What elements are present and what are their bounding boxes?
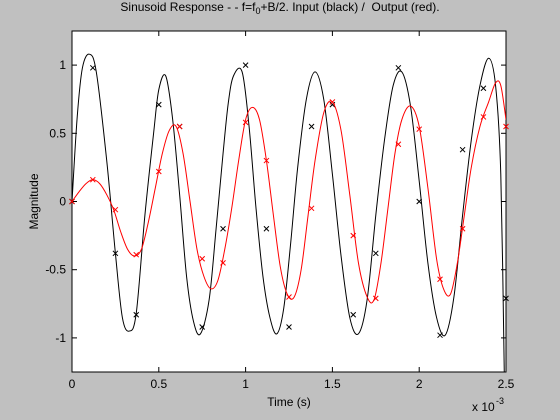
series-marker-1: [459, 225, 466, 232]
chart-title: Sinusoid Response - - f=f0+B/2. Input (b…: [0, 0, 560, 24]
x-tick-label: 2: [416, 377, 423, 391]
y-tick-label: 0: [59, 195, 66, 209]
series-line-1: [72, 80, 506, 304]
series-marker-1: [437, 276, 443, 283]
series-marker-1: [220, 260, 226, 266]
series-marker-1: [69, 198, 75, 205]
y-tick-label: -0.5: [45, 263, 66, 277]
series-marker-0: [89, 64, 96, 71]
series-marker-0: [459, 146, 466, 153]
series-marker-1: [329, 99, 336, 105]
series-line-0: [72, 53, 505, 372]
series-marker-0: [263, 225, 270, 232]
series-marker-1: [176, 123, 183, 130]
series-marker-0: [286, 324, 292, 330]
x-axis-label: Time (s): [267, 395, 311, 409]
series-marker-0: [395, 64, 402, 71]
series-marker-1: [242, 119, 249, 126]
series-marker-1: [286, 294, 292, 300]
series-marker-0: [112, 250, 119, 257]
series-marker-1: [395, 141, 402, 148]
series-marker-1: [416, 126, 423, 133]
x-tick-label: 0: [69, 377, 76, 391]
series-marker-0: [350, 311, 357, 318]
x-tick-label: 1.5: [324, 377, 341, 391]
series-marker-0: [155, 101, 162, 108]
series-marker-0: [480, 85, 487, 92]
axes-frame: [71, 30, 507, 373]
chart-title-prefix: Sinusoid Response - - f=f: [120, 0, 256, 14]
y-tick-label: 0.5: [49, 126, 66, 140]
series-marker-1: [503, 123, 509, 130]
series-marker-0: [503, 295, 509, 302]
series-marker-0: [372, 250, 379, 257]
series-marker-1: [133, 251, 140, 258]
series-marker-1: [155, 168, 162, 175]
series-marker-0: [199, 324, 206, 330]
x-tick-label: 0.5: [150, 377, 167, 391]
series-marker-1: [263, 157, 270, 164]
series-marker-0: [308, 123, 315, 130]
series-marker-1: [350, 232, 357, 239]
chart-title-subscript: 0: [255, 6, 261, 16]
x-multiplier-label: x 10: [472, 400, 495, 414]
x-multiplier-exponent: -3: [496, 396, 504, 406]
series-marker-1: [112, 206, 119, 213]
y-axis-label: Magnitude: [27, 173, 41, 229]
x-tick-label: 1: [242, 377, 249, 391]
series-marker-1: [372, 295, 379, 302]
y-tick-label: -1: [55, 331, 66, 345]
series-marker-1: [308, 205, 315, 212]
series-marker-1: [480, 114, 487, 120]
series-marker-1: [89, 176, 96, 183]
series-marker-0: [133, 311, 140, 318]
y-tick-label: 1: [59, 58, 66, 72]
series-marker-1: [199, 255, 206, 262]
x-tick-label: 2.5: [498, 377, 515, 391]
series-marker-0: [242, 62, 249, 68]
series-marker-0: [437, 332, 443, 339]
series-marker-0: [220, 225, 226, 232]
series-marker-0: [416, 198, 423, 205]
chart-title-suffix: +B/2. Input (black) / Output (red).: [260, 0, 440, 14]
